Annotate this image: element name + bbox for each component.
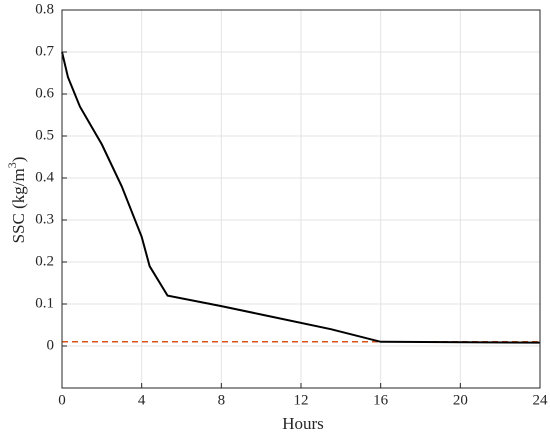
plot-frame <box>61 9 541 389</box>
y-tick-label: 0.6 <box>35 85 54 101</box>
y-tick-label: 0.3 <box>35 211 54 227</box>
x-tick-label: 0 <box>58 392 66 408</box>
y-axis-label-text: SSC (kg/m <box>9 168 28 243</box>
y-tick-label: 0.1 <box>35 295 54 311</box>
x-tick-label: 8 <box>218 392 226 408</box>
x-axis-label: Hours <box>282 414 324 433</box>
x-tick-label: 16 <box>373 392 389 408</box>
y-tick-label: 0.5 <box>35 127 54 143</box>
y-tick-label: 0 <box>47 337 55 353</box>
y-tick-label: 0.7 <box>35 43 54 59</box>
y-axis-label-sup: 3 <box>5 162 19 168</box>
x-tick-label: 20 <box>453 392 468 408</box>
y-axis-label: SSC (kg/m3) <box>5 157 28 244</box>
x-tick-label: 12 <box>294 392 309 408</box>
y-axis-label-end: ) <box>9 157 28 163</box>
y-tick-label: 0.4 <box>35 169 54 185</box>
x-tick-label: 24 <box>533 392 549 408</box>
y-tick-label: 0.2 <box>35 253 54 269</box>
x-tick-label: 4 <box>138 392 146 408</box>
data-line <box>61 51 541 344</box>
y-tick-label: 0.8 <box>35 1 54 17</box>
